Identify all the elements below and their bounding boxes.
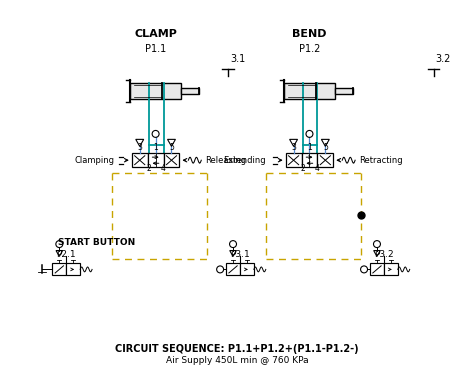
Bar	[301, 153, 318, 167]
Text: 3: 3	[291, 143, 296, 152]
Bar	[182, 88, 199, 93]
Text: 4: 4	[315, 164, 320, 173]
Text: P1.1: P1.1	[145, 44, 166, 54]
Bar	[370, 264, 384, 275]
Text: 3.1: 3.1	[230, 54, 246, 64]
Text: P2.1: P2.1	[56, 250, 76, 259]
Text: 5: 5	[169, 143, 174, 152]
Text: 4: 4	[161, 164, 166, 173]
Text: CIRCUIT SEQUENCE: P1.1+P1.2+(P1.1-P1.2-): CIRCUIT SEQUENCE: P1.1+P1.2+(P1.1-P1.2-)	[115, 344, 359, 354]
Text: Releasing: Releasing	[205, 156, 246, 165]
Bar	[66, 264, 80, 275]
Text: 1: 1	[307, 143, 312, 152]
Text: 5: 5	[323, 143, 328, 152]
Text: CLAMP: CLAMP	[134, 29, 177, 39]
Bar	[240, 264, 254, 275]
Bar	[283, 83, 335, 99]
Text: Air Supply 450L min @ 760 KPa: Air Supply 450L min @ 760 KPa	[166, 356, 308, 365]
Text: 3: 3	[137, 143, 142, 152]
Text: Extending: Extending	[223, 156, 266, 165]
Text: 2: 2	[146, 164, 151, 173]
Text: P1.2: P1.2	[299, 44, 320, 54]
Bar	[286, 153, 301, 167]
Text: 2: 2	[300, 164, 305, 173]
Bar	[130, 83, 182, 99]
Bar	[318, 153, 333, 167]
Text: 1: 1	[153, 143, 158, 152]
Bar	[335, 88, 353, 93]
Text: P3.2: P3.2	[374, 250, 394, 259]
Text: Clamping: Clamping	[75, 156, 115, 165]
Bar	[132, 153, 148, 167]
Bar	[164, 153, 180, 167]
Bar	[226, 264, 240, 275]
Text: Retracting: Retracting	[359, 156, 403, 165]
Text: 3.2: 3.2	[436, 54, 451, 64]
Bar	[384, 264, 398, 275]
Text: BEND: BEND	[292, 29, 327, 39]
Bar	[52, 264, 66, 275]
Text: START BUTTON: START BUTTON	[58, 238, 136, 247]
Text: P3.1: P3.1	[230, 250, 250, 259]
Bar	[148, 153, 164, 167]
